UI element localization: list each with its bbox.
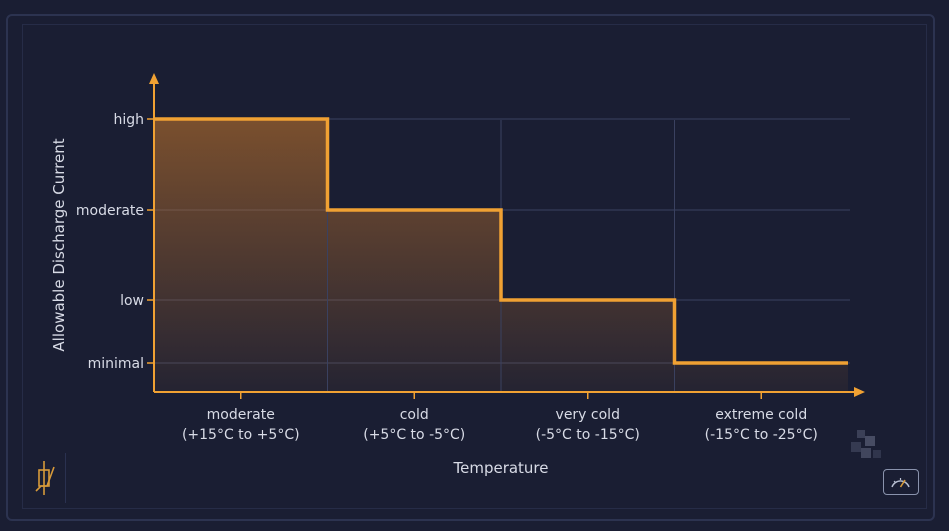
x-category-range: (-5°C to -15°C) xyxy=(536,427,640,443)
y-tick-label-high: high xyxy=(113,112,144,128)
x-category-label: cold xyxy=(400,407,429,423)
y-tick-label-low: low xyxy=(120,293,144,309)
x-axis-title: Temperature xyxy=(452,459,548,477)
x-axis-arrow xyxy=(854,387,865,397)
x-category-range: (+15°C to +5°C) xyxy=(182,427,300,443)
y-axis-title: Allowable Discharge Current xyxy=(50,138,68,351)
thermistor-icon xyxy=(28,453,66,503)
x-category-label: very cold xyxy=(556,407,620,423)
x-category-range: (+5°C to -5°C) xyxy=(363,427,465,443)
y-tick-label-moderate: moderate xyxy=(76,203,144,219)
gauge-icon xyxy=(883,469,919,495)
inner-frame xyxy=(22,24,927,509)
outer-frame xyxy=(6,14,935,521)
step-line xyxy=(154,117,848,365)
y-tick-label-minimal: minimal xyxy=(88,356,144,372)
pixel-mark xyxy=(851,430,881,458)
x-category-label: moderate xyxy=(207,407,275,423)
x-category-label: extreme cold xyxy=(715,407,807,423)
axes xyxy=(149,73,865,397)
x-category-range: (-15°C to -25°C) xyxy=(705,427,818,443)
y-ticks: minimal low moderate high xyxy=(76,112,154,372)
x-ticks: moderate (+15°C to +5°C) cold (+5°C to -5°C… xyxy=(182,392,818,443)
y-axis-arrow xyxy=(149,73,159,84)
